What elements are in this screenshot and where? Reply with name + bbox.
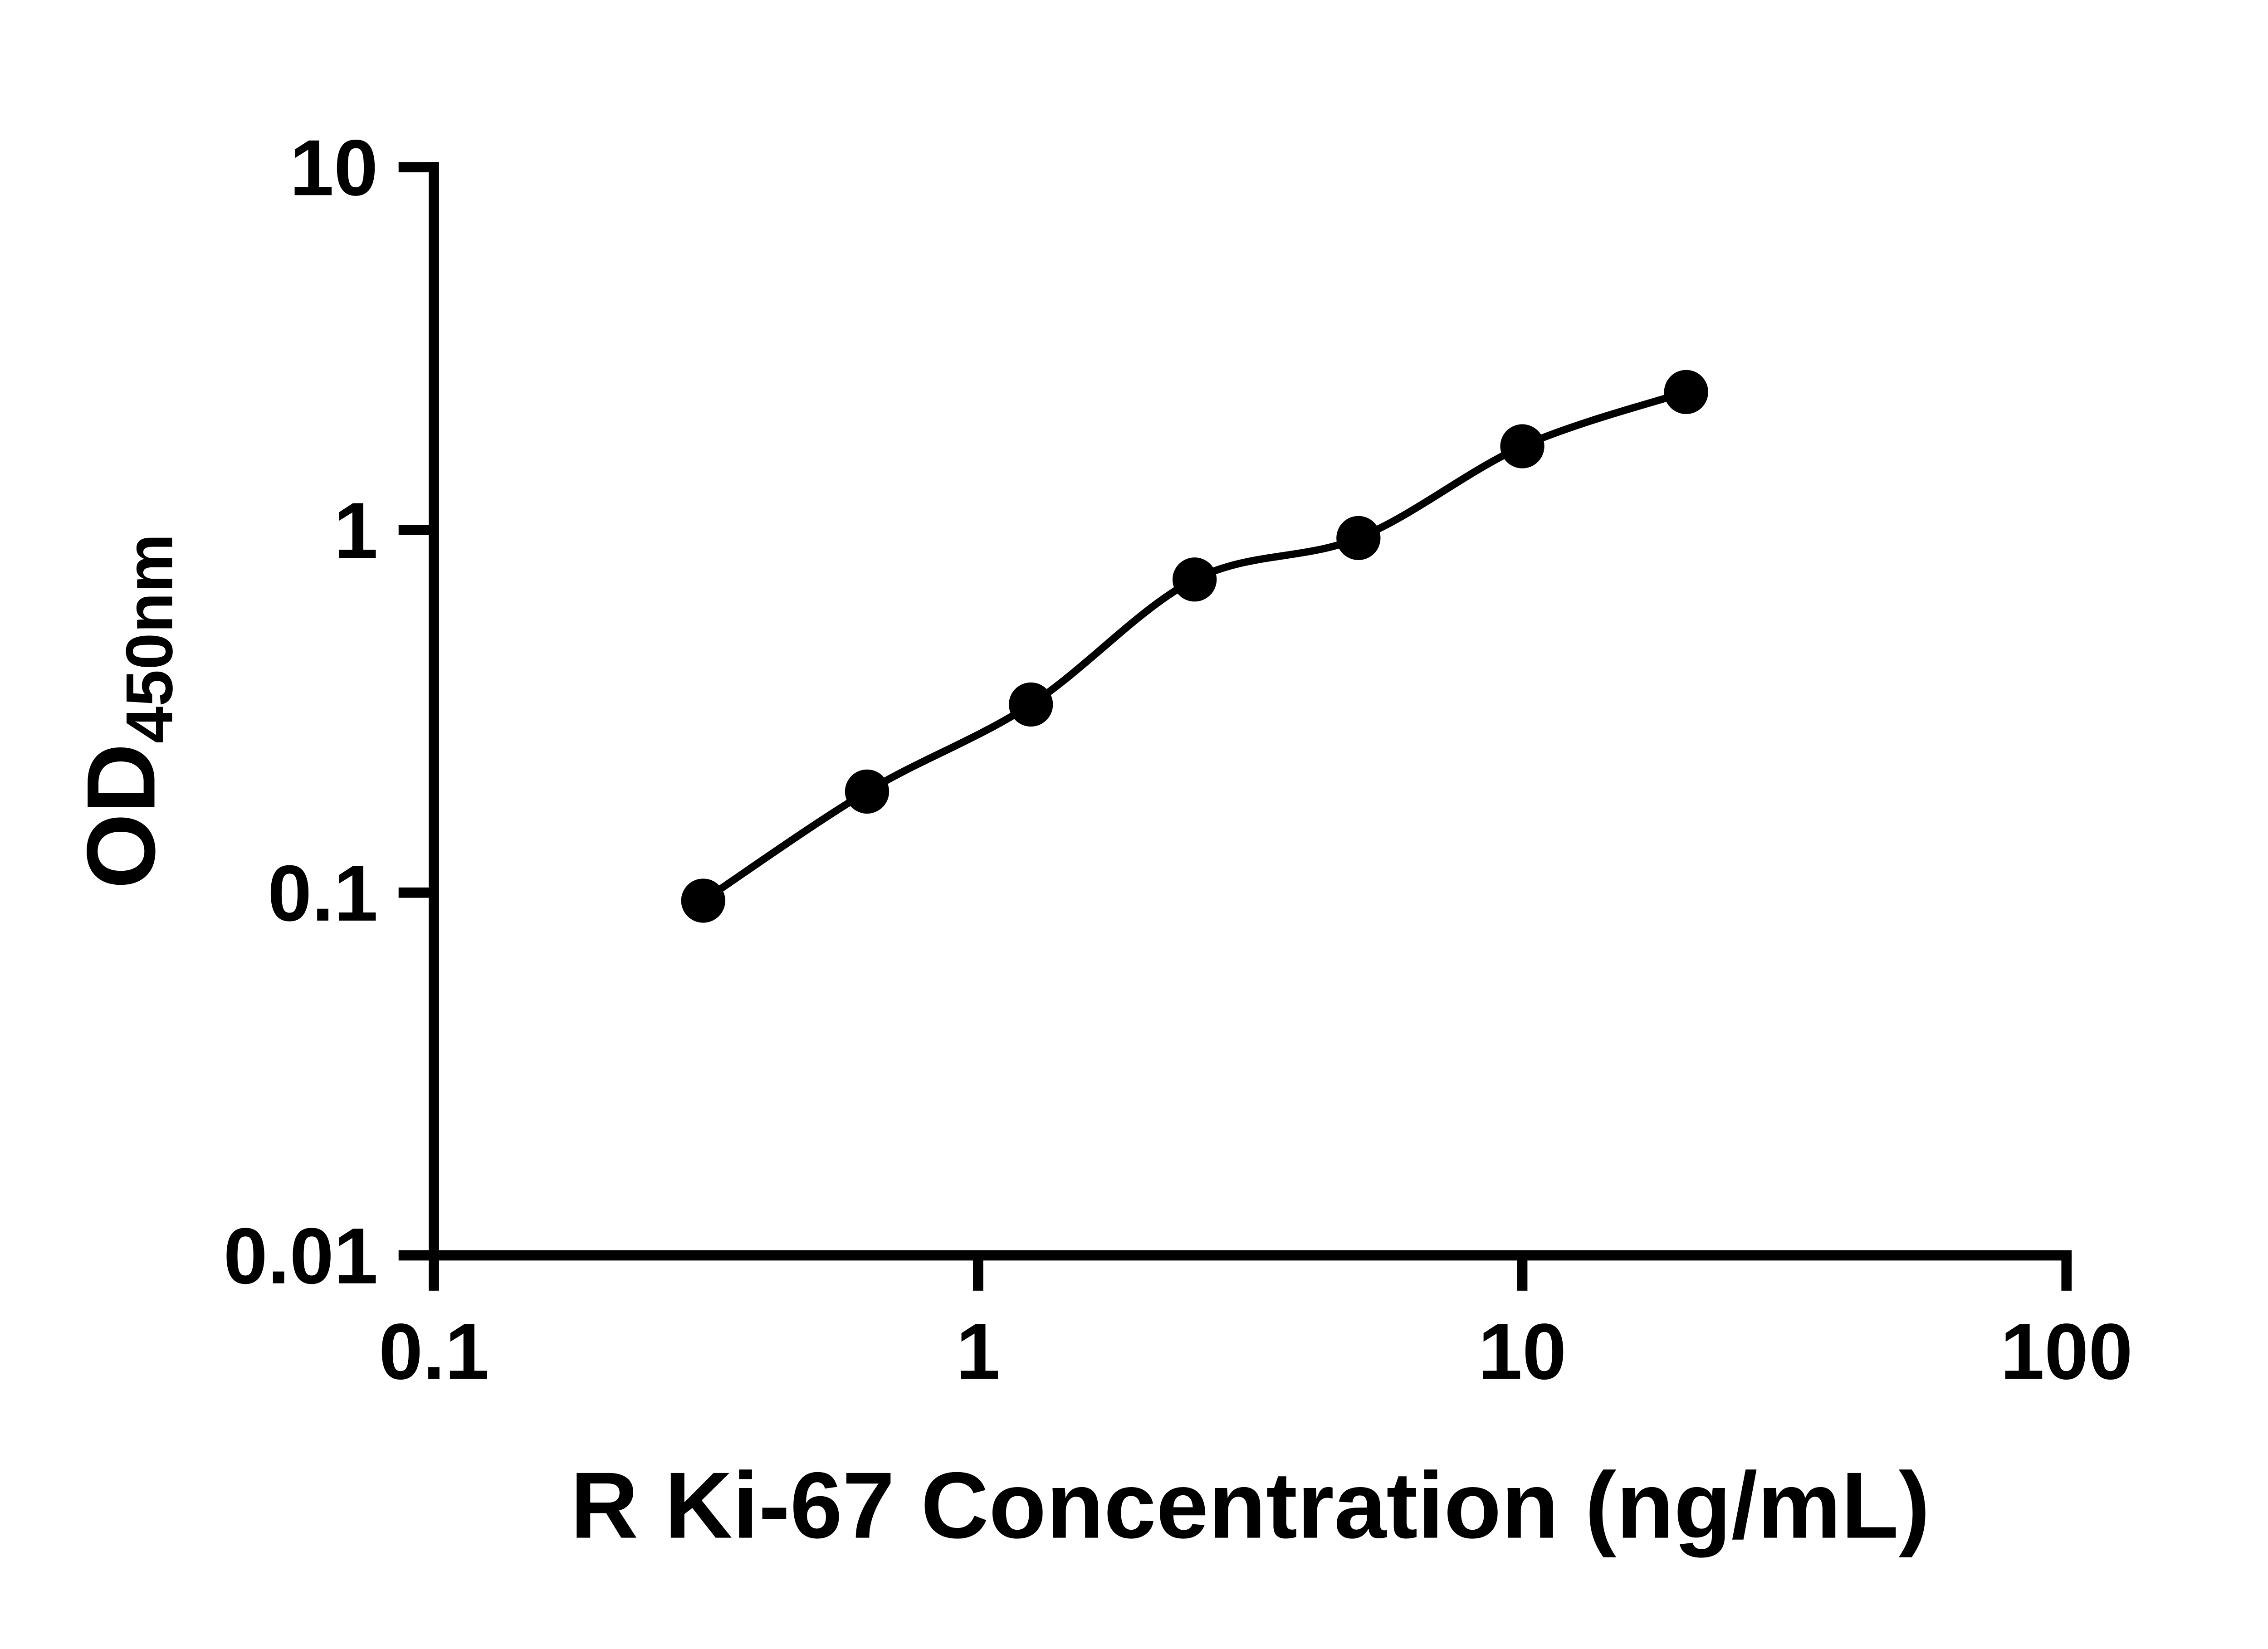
y-tick-label: 1 [334, 486, 378, 575]
data-point [681, 878, 725, 923]
x-tick-label: 1 [956, 1307, 1000, 1396]
y-axis-label-subscript: 450nm [112, 534, 186, 743]
x-tick-label: 0.1 [379, 1307, 489, 1396]
data-point [1500, 424, 1545, 468]
data-point [1009, 682, 1053, 727]
data-point [845, 769, 890, 814]
fit-curve [701, 388, 1687, 904]
y-tick-label: 0.1 [268, 849, 378, 938]
data-point [1336, 516, 1381, 560]
y-axis-label: OD450nm [67, 534, 186, 889]
y-tick-label: 0.01 [224, 1212, 378, 1301]
x-tick-label: 10 [1478, 1307, 1567, 1396]
y-tick-label: 10 [290, 123, 378, 212]
data-point [1172, 557, 1217, 602]
x-tick-label: 100 [2000, 1307, 2133, 1396]
data-point [1664, 370, 1708, 415]
x-axis-label: R Ki-67 Concentration (ng/mL) [570, 1453, 1930, 1558]
y-axis-label-main: OD [67, 743, 175, 889]
data-series [681, 370, 1708, 923]
